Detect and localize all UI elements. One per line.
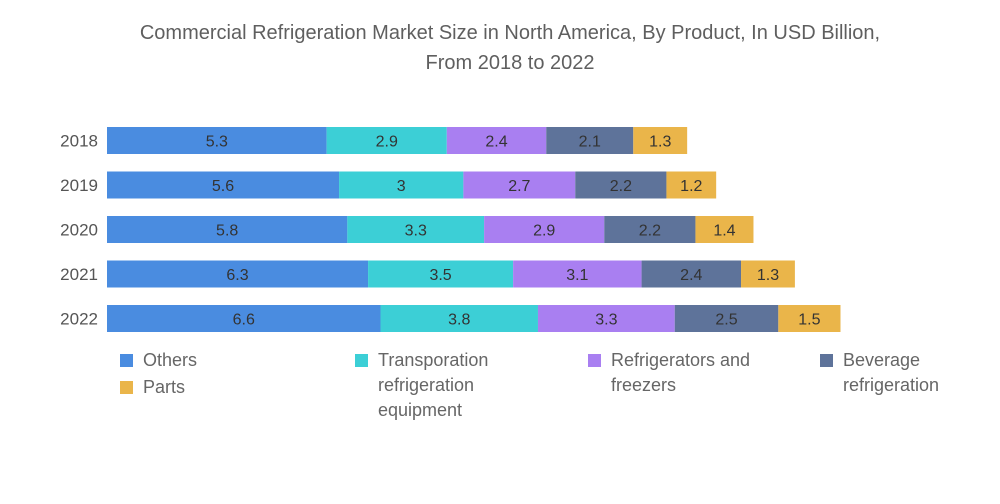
- labels-layer: 2018 5.3 2.9 2.4 2.1 1.3 2019 5.6 3 2.7 2.2 1.2 2020…: [60, 132, 820, 329]
- legend-swatch: [120, 381, 133, 394]
- data-label: 2.2: [639, 223, 661, 240]
- bar-segment: [107, 216, 348, 243]
- legend-item: Transporation refrigeration equipment: [355, 348, 488, 423]
- data-label: 3.1: [566, 267, 588, 284]
- data-label: 2.4: [680, 267, 702, 284]
- bar-segment: [778, 305, 841, 332]
- bar-segment: [326, 127, 447, 154]
- bar-segment: [537, 305, 675, 332]
- bar-segment: [674, 305, 779, 332]
- data-label: 5.6: [212, 178, 234, 195]
- legend-item: Others: [120, 348, 197, 373]
- data-label: 5.8: [216, 223, 238, 240]
- data-label: 2.5: [715, 312, 737, 329]
- bar-segment: [695, 216, 754, 243]
- data-label: 2.7: [508, 178, 530, 195]
- bar-segment: [741, 260, 795, 288]
- data-label: 6.6: [233, 312, 255, 329]
- legend-label-line: Parts: [143, 377, 186, 397]
- data-label: 3.5: [429, 267, 451, 284]
- bar-segment: [641, 260, 742, 288]
- bar-segment: [446, 127, 547, 154]
- data-label: 3.8: [448, 312, 470, 329]
- legend-item: Parts: [120, 375, 185, 400]
- data-label: 3.3: [595, 312, 617, 329]
- y-tick-label: 2020: [60, 221, 98, 240]
- data-label: 1.4: [713, 223, 735, 240]
- data-label: 1.3: [757, 267, 779, 284]
- y-tick-label: 2022: [60, 310, 98, 329]
- y-tick-label: 2021: [60, 265, 98, 284]
- legend-label: Parts: [143, 375, 185, 400]
- chart-title: Commercial Refrigeration Market Size in …: [40, 18, 980, 78]
- data-label: 2.9: [533, 223, 555, 240]
- bar-segment: [347, 216, 485, 243]
- bar-segment: [368, 260, 514, 288]
- chart-legend: Others Transporation refrigeration equipmen…: [120, 348, 990, 438]
- legend-label-line: refrigeration: [843, 375, 940, 395]
- legend-item: Beverage refrigeration: [820, 348, 939, 398]
- data-label: 6.3: [226, 267, 248, 284]
- legend-label-line: Transporation: [378, 350, 489, 370]
- y-tick-label: 2018: [60, 132, 98, 151]
- data-label: 2.9: [376, 134, 398, 151]
- bar-segment: [107, 171, 340, 199]
- legend-label-line: freezers: [611, 375, 677, 395]
- data-label: 2.1: [579, 134, 601, 151]
- bar-segment: [666, 171, 717, 199]
- legend-swatch: [120, 354, 133, 367]
- bar-segment: [575, 171, 667, 199]
- legend-label: Refrigerators and freezers: [611, 348, 750, 398]
- legend-label-line: Beverage: [843, 350, 921, 370]
- legend-label: Transporation refrigeration equipment: [378, 348, 488, 423]
- legend-label: Others: [143, 348, 197, 373]
- legend-label-line: refrigeration: [378, 375, 475, 395]
- data-label: 3.3: [405, 223, 427, 240]
- y-tick-label: 2019: [60, 176, 98, 195]
- legend-swatch: [820, 354, 833, 367]
- bar-segment: [633, 127, 688, 154]
- bar-segment: [107, 305, 381, 332]
- data-label: 3: [397, 178, 406, 195]
- bar-segment: [604, 216, 696, 243]
- chart-title-line-2: From 2018 to 2022: [425, 52, 595, 74]
- data-label: 2.4: [485, 134, 507, 151]
- bar-segment: [339, 171, 464, 199]
- data-label: 1.3: [649, 134, 671, 151]
- data-label: 1.5: [798, 312, 820, 329]
- bar-segment: [546, 127, 634, 154]
- bar-segment: [484, 216, 605, 243]
- bar-segment: [107, 260, 369, 288]
- legend-item: Refrigerators and freezers: [588, 348, 750, 398]
- bars-layer: [107, 127, 841, 332]
- legend-swatch: [355, 354, 368, 367]
- legend-label-line: equipment: [378, 400, 463, 420]
- bar-segment: [513, 260, 642, 288]
- legend-label-line: Others: [143, 350, 198, 370]
- bar-segment: [380, 305, 538, 332]
- chart-title-line-1: Commercial Refrigeration Market Size in …: [139, 22, 881, 44]
- bar-segment: [107, 127, 327, 154]
- data-label: 1.2: [680, 178, 702, 195]
- bar-segment: [463, 171, 576, 199]
- legend-label-line: Refrigerators and: [611, 350, 751, 370]
- legend-swatch: [588, 354, 601, 367]
- data-label: 5.3: [206, 134, 228, 151]
- data-label: 2.2: [610, 178, 632, 195]
- legend-label: Beverage refrigeration: [843, 348, 939, 398]
